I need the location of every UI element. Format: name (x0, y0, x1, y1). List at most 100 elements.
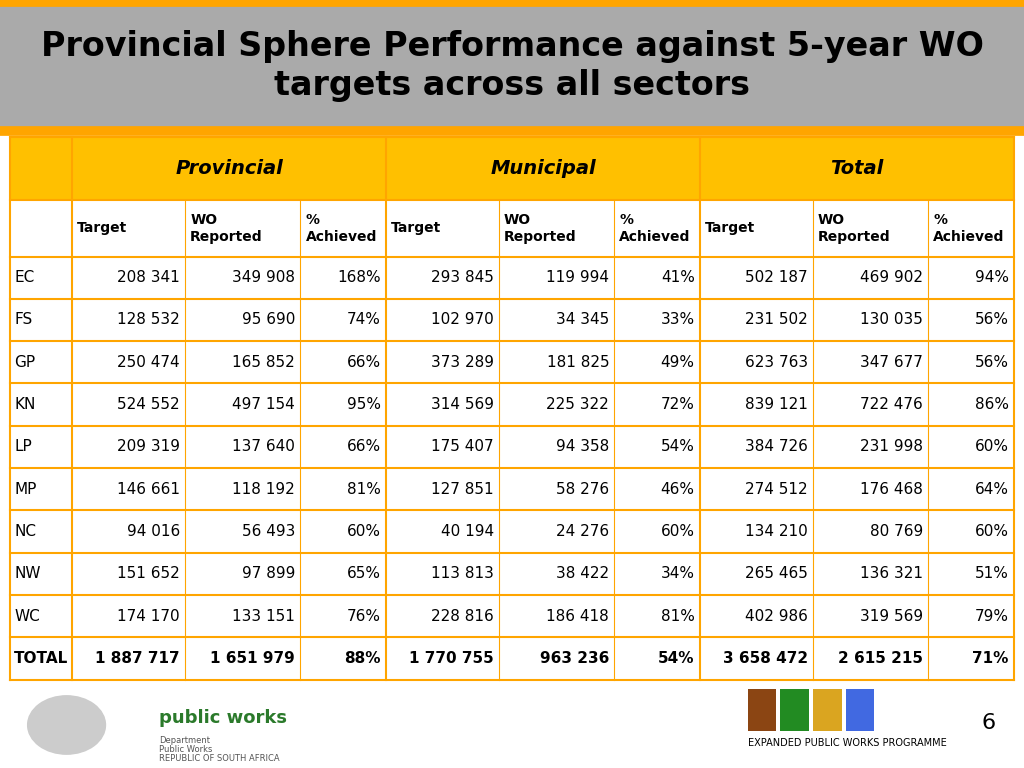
Text: 54%: 54% (658, 651, 694, 666)
Text: 130 035: 130 035 (860, 313, 923, 327)
Text: 373 289: 373 289 (431, 355, 494, 370)
Text: 113 813: 113 813 (431, 566, 494, 581)
Text: EXPANDED PUBLIC WORKS PROGRAMME: EXPANDED PUBLIC WORKS PROGRAMME (748, 738, 946, 749)
Text: Public Works: Public Works (159, 745, 212, 754)
Text: 347 677: 347 677 (860, 355, 923, 370)
Text: 54%: 54% (660, 439, 694, 455)
Text: 146 661: 146 661 (117, 482, 180, 497)
Text: 56 493: 56 493 (242, 524, 295, 539)
Text: 60%: 60% (347, 524, 381, 539)
Text: 165 852: 165 852 (232, 355, 295, 370)
Text: 66%: 66% (347, 355, 381, 370)
Text: 265 465: 265 465 (744, 566, 808, 581)
Text: 151 652: 151 652 (117, 566, 180, 581)
Text: %
Achieved: % Achieved (620, 214, 691, 243)
Text: 79%: 79% (975, 609, 1009, 624)
Text: 74%: 74% (347, 313, 381, 327)
Text: 502 187: 502 187 (745, 270, 808, 285)
Text: MP: MP (14, 482, 37, 497)
Text: 250 474: 250 474 (118, 355, 180, 370)
Text: 1 887 717: 1 887 717 (95, 651, 180, 666)
Text: 174 170: 174 170 (118, 609, 180, 624)
Text: 186 418: 186 418 (547, 609, 609, 624)
Text: LP: LP (14, 439, 32, 455)
Text: 49%: 49% (660, 355, 694, 370)
Text: 469 902: 469 902 (860, 270, 923, 285)
Text: 34 345: 34 345 (556, 313, 609, 327)
Text: NC: NC (14, 524, 36, 539)
Text: Target: Target (705, 221, 756, 236)
Text: 58 276: 58 276 (556, 482, 609, 497)
Text: 94 358: 94 358 (556, 439, 609, 455)
Text: 6: 6 (981, 713, 995, 733)
Text: 623 763: 623 763 (744, 355, 808, 370)
Text: 51%: 51% (975, 566, 1009, 581)
Text: 3 658 472: 3 658 472 (723, 651, 808, 666)
Text: 137 640: 137 640 (232, 439, 295, 455)
Text: 134 210: 134 210 (744, 524, 808, 539)
Text: 319 569: 319 569 (860, 609, 923, 624)
Text: TOTAL: TOTAL (14, 651, 69, 666)
Text: 963 236: 963 236 (540, 651, 609, 666)
Text: Department: Department (159, 736, 210, 745)
Text: 60%: 60% (975, 524, 1009, 539)
Text: 402 986: 402 986 (744, 609, 808, 624)
Text: 208 341: 208 341 (117, 270, 180, 285)
Text: 119 994: 119 994 (546, 270, 609, 285)
Text: 133 151: 133 151 (232, 609, 295, 624)
Text: WO
Reported: WO Reported (504, 214, 577, 243)
Text: 24 276: 24 276 (556, 524, 609, 539)
Text: GP: GP (14, 355, 36, 370)
Text: 225 322: 225 322 (547, 397, 609, 412)
Text: 94 016: 94 016 (127, 524, 180, 539)
Text: 86%: 86% (975, 397, 1009, 412)
Text: Target: Target (391, 221, 441, 236)
Text: 128 532: 128 532 (117, 313, 180, 327)
Text: 66%: 66% (347, 439, 381, 455)
Text: 34%: 34% (660, 566, 694, 581)
Text: 97 899: 97 899 (242, 566, 295, 581)
Text: 839 121: 839 121 (744, 397, 808, 412)
Text: FS: FS (14, 313, 33, 327)
Text: 127 851: 127 851 (431, 482, 494, 497)
Text: WO
Reported: WO Reported (190, 214, 263, 243)
Text: 349 908: 349 908 (232, 270, 295, 285)
Text: 60%: 60% (660, 524, 694, 539)
Text: 94%: 94% (975, 270, 1009, 285)
Text: 95 690: 95 690 (242, 313, 295, 327)
Text: 76%: 76% (347, 609, 381, 624)
Text: Total: Total (830, 160, 884, 178)
Text: 71%: 71% (972, 651, 1009, 666)
Text: %
Achieved: % Achieved (305, 214, 377, 243)
Text: 181 825: 181 825 (547, 355, 609, 370)
Text: Provincial Sphere Performance against 5-year WO
targets across all sectors: Provincial Sphere Performance against 5-… (41, 31, 983, 101)
Text: 40 194: 40 194 (440, 524, 494, 539)
Text: 314 569: 314 569 (431, 397, 494, 412)
Text: 95%: 95% (347, 397, 381, 412)
Text: Target: Target (77, 221, 127, 236)
Text: 72%: 72% (660, 397, 694, 412)
Text: 228 816: 228 816 (431, 609, 494, 624)
Text: 56%: 56% (975, 313, 1009, 327)
Text: 274 512: 274 512 (745, 482, 808, 497)
Text: 1 651 979: 1 651 979 (211, 651, 295, 666)
Text: 41%: 41% (660, 270, 694, 285)
Text: public works: public works (159, 709, 287, 727)
Text: 722 476: 722 476 (860, 397, 923, 412)
Text: 81%: 81% (660, 609, 694, 624)
Text: 2 615 215: 2 615 215 (838, 651, 923, 666)
Text: 168%: 168% (337, 270, 381, 285)
Text: 81%: 81% (347, 482, 381, 497)
Text: 175 407: 175 407 (431, 439, 494, 455)
Text: %
Achieved: % Achieved (933, 214, 1005, 243)
Text: 102 970: 102 970 (431, 313, 494, 327)
Text: 60%: 60% (975, 439, 1009, 455)
Text: 209 319: 209 319 (117, 439, 180, 455)
Text: 65%: 65% (347, 566, 381, 581)
Text: 384 726: 384 726 (744, 439, 808, 455)
Text: 176 468: 176 468 (860, 482, 923, 497)
Text: 1 770 755: 1 770 755 (409, 651, 494, 666)
Text: 497 154: 497 154 (232, 397, 295, 412)
Text: 80 769: 80 769 (869, 524, 923, 539)
Text: Provincial: Provincial (175, 160, 283, 178)
